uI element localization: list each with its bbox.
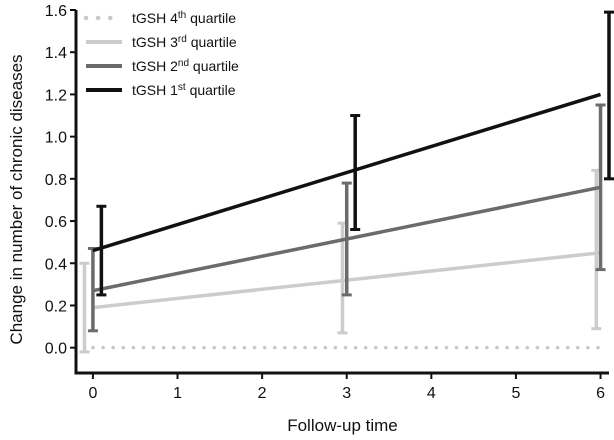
legend-label: tGSH 4th quartile — [132, 10, 236, 27]
series-2 — [79, 168, 602, 354]
legend: tGSH 4th quartile tGSH 3rd quartile tGSH 2… — [83, 10, 239, 99]
series-3 — [87, 103, 606, 333]
legend-label: tGSH 2nd quartile — [132, 58, 239, 75]
y-axis-title: Change in number of chronic diseases — [7, 54, 26, 344]
x-tick-label: 2 — [258, 385, 267, 402]
legend-item: tGSH 3rd quartile — [86, 34, 237, 51]
y-tick-label: 1.6 — [45, 3, 67, 20]
series-line — [92, 92, 602, 253]
y-tick-label: 0.6 — [45, 214, 67, 231]
y-tick-label: 0.8 — [45, 172, 67, 189]
x-tick-label: 5 — [511, 385, 520, 402]
x-tick-label: 3 — [342, 385, 351, 402]
x-tick-label: 0 — [88, 385, 97, 402]
x-tick-label: 6 — [596, 385, 605, 402]
x-tick-label: 4 — [427, 385, 436, 402]
y-tick-label: 1.0 — [45, 130, 67, 147]
legend-item: tGSH 1st quartile — [86, 82, 236, 99]
series-4 — [92, 10, 614, 297]
axes — [70, 9, 609, 379]
y-tick-label: 0.4 — [45, 256, 67, 273]
legend-label: tGSH 3rd quartile — [132, 34, 237, 51]
x-tick-label: 1 — [173, 385, 182, 402]
legend-item: tGSH 2nd quartile — [86, 58, 239, 75]
tick-labels: 0.0 0.2 0.4 0.6 0.8 1.0 1.2 1.4 1.6 0 1 2 3 4 5 6 — [45, 3, 605, 402]
legend-item: tGSH 4th quartile — [83, 10, 236, 27]
y-tick-label: 0.2 — [45, 298, 67, 315]
y-tick-label: 1.2 — [45, 87, 67, 104]
x-axis-title: Follow-up time — [287, 416, 398, 435]
y-tick-label: 0.0 — [45, 341, 67, 358]
legend-label: tGSH 1st quartile — [132, 82, 236, 99]
series-layer — [79, 10, 614, 354]
y-tick-label: 1.4 — [45, 45, 67, 62]
